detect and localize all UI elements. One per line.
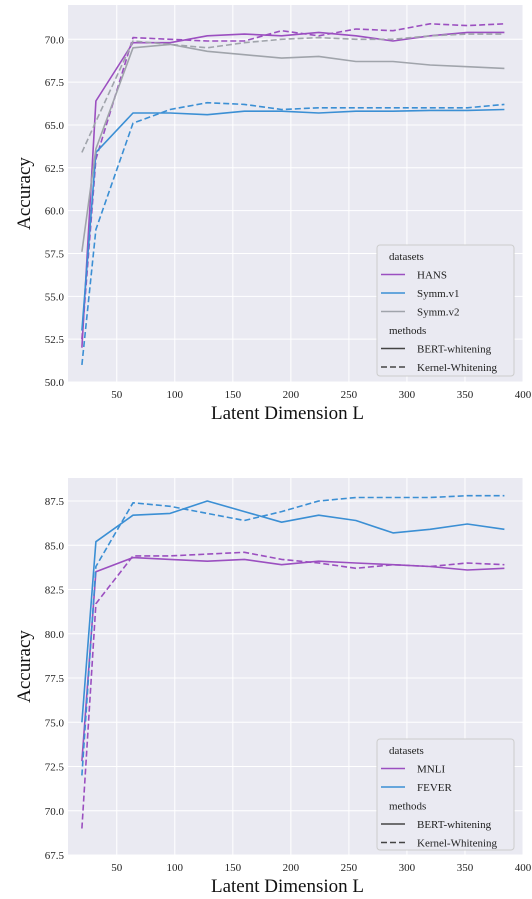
legend-entry: Kernel-Whitening	[417, 362, 498, 374]
y-tick-label: 57.5	[45, 248, 65, 260]
series-line-fever-bert-whitening	[81, 500, 505, 723]
chart-panel-2: 67.5 70.0 72.5 75.0 77.5 80.0 82.5 85.0 87.5 50 10…	[14, 478, 532, 897]
x-tick-label: 250	[341, 862, 358, 874]
x-tick-label: 150	[225, 389, 242, 401]
x-tick-label: 200	[283, 389, 300, 401]
legend-entry: Symm.v2	[417, 307, 459, 319]
series-line-symm-v1-kernel-whitening	[81, 101, 505, 365]
y-tick-label: 52.5	[45, 334, 65, 346]
y-tick-label: 72.5	[45, 762, 65, 774]
series-line-symm-v2-bert-whitening	[81, 43, 505, 252]
y-tick-label: 65.0	[45, 120, 65, 132]
y-tick-label: 50.0	[45, 377, 65, 389]
y-tick-label: 80.0	[45, 629, 65, 641]
series-line-fever-kernel-whitening	[81, 494, 505, 776]
legend-entry: Kernel-Whitening	[417, 838, 498, 850]
y-tick-label: 77.5	[45, 673, 65, 685]
chart-panel-1: 50.0 52.5 55.0 57.5 60.0 62.5 65.0 67.5 70.0 50 10…	[14, 5, 532, 424]
legend: datasets HANS Symm.v1 Symm.v2 methods BERT-wh…	[376, 244, 515, 377]
series-line-symm-v1-bert-whitening	[81, 108, 505, 331]
x-tick-label: 100	[167, 862, 184, 874]
legend-box	[376, 738, 515, 851]
x-tick-label: 300	[399, 862, 416, 874]
y-tick-label: 82.5	[45, 585, 65, 597]
legend-title: methods	[389, 325, 426, 337]
x-tick-label: 350	[457, 862, 474, 874]
x-tick-label: 50	[111, 862, 123, 874]
legend: datasets MNLI FEVER methods BERT-whitening Ke…	[376, 738, 515, 851]
y-tick-label: 67.5	[45, 850, 65, 862]
legend-entry: BERT-whitening	[417, 344, 492, 356]
x-axis-label: Latent Dimension L	[211, 876, 364, 897]
x-tick-label: 100	[167, 389, 184, 401]
y-tick-label: 55.0	[45, 291, 65, 303]
x-tick-label: 400	[515, 389, 532, 401]
legend-entry: HANS	[417, 270, 447, 282]
x-tick-label: 250	[341, 389, 358, 401]
series-line-symm-v2-kernel-whitening	[81, 33, 505, 153]
x-tick-label: 300	[399, 389, 416, 401]
x-tick-label: 400	[515, 862, 532, 874]
y-tick-label: 75.0	[45, 717, 65, 729]
x-tick-label: 150	[225, 862, 242, 874]
legend-entry: BERT-whitening	[417, 819, 492, 831]
y-axis-label: Accuracy	[14, 157, 35, 230]
legend-title: datasets	[389, 745, 424, 757]
series-line-mnli-bert-whitening	[81, 556, 505, 762]
y-axis-label: Accuracy	[14, 630, 35, 703]
y-tick-label: 70.0	[45, 806, 65, 818]
series-line-mnli-kernel-whitening	[81, 551, 505, 829]
y-tick-label: 87.5	[45, 496, 65, 508]
series-line-hans-kernel-whitening	[81, 22, 505, 340]
y-tick-label: 85.0	[45, 540, 65, 552]
y-tick-label: 67.5	[45, 77, 65, 89]
legend-title: datasets	[389, 251, 424, 263]
legend-box	[376, 244, 515, 377]
legend-entry: MNLI	[417, 764, 445, 776]
y-tick-label: 62.5	[45, 163, 65, 175]
x-axis-label: Latent Dimension L	[211, 403, 364, 424]
legend-entry: FEVER	[417, 782, 453, 794]
y-tick-label: 70.0	[45, 34, 65, 46]
legend-title: methods	[389, 801, 426, 813]
x-tick-label: 350	[457, 389, 474, 401]
legend-entry: Symm.v1	[417, 288, 459, 300]
x-tick-label: 200	[283, 862, 300, 874]
x-tick-label: 50	[111, 389, 123, 401]
y-tick-label: 60.0	[45, 206, 65, 218]
